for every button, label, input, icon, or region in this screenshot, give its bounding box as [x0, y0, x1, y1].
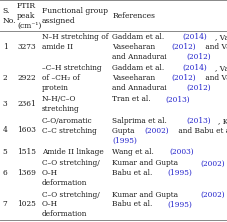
Text: Vaseeharan: Vaseeharan	[112, 43, 158, 51]
Text: 5: 5	[3, 148, 7, 156]
Text: 4: 4	[3, 126, 7, 135]
Text: (2002): (2002)	[144, 127, 169, 135]
Text: and Vanaja: and Vanaja	[203, 74, 227, 82]
Text: amide II: amide II	[42, 43, 73, 51]
Text: (cm⁻¹): (cm⁻¹)	[17, 22, 41, 30]
Text: 7: 7	[3, 200, 7, 208]
Text: 1025: 1025	[17, 200, 36, 208]
Text: 1603: 1603	[17, 126, 36, 135]
Text: deformation: deformation	[42, 179, 87, 187]
Text: Gaddam et al.: Gaddam et al.	[112, 33, 167, 41]
Text: and Annadurai: and Annadurai	[112, 53, 169, 61]
Text: (1995): (1995)	[112, 137, 137, 145]
Text: 2: 2	[3, 74, 7, 82]
Text: (1995): (1995)	[168, 169, 192, 177]
Text: (2012): (2012)	[171, 74, 196, 82]
Text: (2003): (2003)	[170, 148, 194, 156]
Text: Kumar and Gupta: Kumar and Gupta	[112, 159, 181, 167]
Text: Amide II linkage: Amide II linkage	[42, 148, 104, 156]
Text: Gupta: Gupta	[112, 127, 137, 135]
Text: Vaseeharan: Vaseeharan	[112, 74, 158, 82]
Text: C–O stretching/: C–O stretching/	[42, 190, 100, 198]
Text: Gaddam et al.: Gaddam et al.	[112, 64, 167, 72]
Text: 2922: 2922	[17, 74, 36, 82]
Text: , Valli and: , Valli and	[215, 33, 227, 41]
Text: 2361: 2361	[17, 100, 36, 108]
Text: (2012): (2012)	[186, 84, 210, 92]
Text: –C–H stretching: –C–H stretching	[42, 64, 102, 72]
Text: C–C stretching: C–C stretching	[42, 127, 97, 135]
Text: (2013): (2013)	[186, 117, 211, 125]
Text: 3273: 3273	[17, 43, 36, 51]
Text: (2012): (2012)	[171, 43, 196, 51]
Text: O–H: O–H	[42, 200, 58, 208]
Text: C–O stretching/: C–O stretching/	[42, 159, 100, 167]
Text: Functional group: Functional group	[42, 7, 108, 15]
Text: N–H stretching of: N–H stretching of	[42, 33, 108, 41]
Text: O–H: O–H	[42, 169, 58, 177]
Text: (2013): (2013)	[165, 95, 190, 103]
Text: (2002): (2002)	[201, 159, 225, 167]
Text: 1515: 1515	[17, 148, 36, 156]
Text: (2012): (2012)	[186, 53, 210, 61]
Text: Tran et al.: Tran et al.	[112, 95, 153, 103]
Text: (2014): (2014)	[183, 33, 208, 41]
Text: assigned: assigned	[42, 16, 76, 25]
Text: 1: 1	[3, 43, 7, 51]
Text: Wang et al.: Wang et al.	[112, 148, 157, 156]
Text: (2014): (2014)	[183, 64, 208, 72]
Text: No.: No.	[3, 16, 16, 25]
Text: Babu et al.: Babu et al.	[112, 200, 155, 208]
Text: (1995): (1995)	[168, 200, 192, 208]
Text: 1369: 1369	[17, 169, 36, 177]
Text: FTIR: FTIR	[17, 2, 36, 10]
Text: S.: S.	[3, 7, 10, 15]
Text: stretching: stretching	[42, 105, 80, 113]
Text: deformation: deformation	[42, 210, 87, 218]
Text: and Vanaja: and Vanaja	[203, 43, 227, 51]
Text: Babu et al.: Babu et al.	[112, 169, 155, 177]
Text: 3: 3	[3, 100, 7, 108]
Text: C–O/aromatic: C–O/aromatic	[42, 117, 93, 125]
Text: , Valli and: , Valli and	[215, 64, 227, 72]
Text: Salprima et al.: Salprima et al.	[112, 117, 170, 125]
Text: (2002): (2002)	[201, 190, 225, 198]
Text: of –CH₂ of: of –CH₂ of	[42, 74, 80, 82]
Text: and Annadurai: and Annadurai	[112, 84, 169, 92]
Text: 6: 6	[3, 169, 7, 177]
Text: Kumar and Gupta: Kumar and Gupta	[112, 190, 181, 198]
Text: References: References	[112, 12, 155, 20]
Text: N–H/C–O: N–H/C–O	[42, 95, 76, 103]
Text: , Kumar and: , Kumar and	[218, 117, 227, 125]
Text: protein: protein	[42, 84, 69, 92]
Text: peak: peak	[17, 12, 35, 20]
Text: and Babu et al.: and Babu et al.	[176, 127, 227, 135]
